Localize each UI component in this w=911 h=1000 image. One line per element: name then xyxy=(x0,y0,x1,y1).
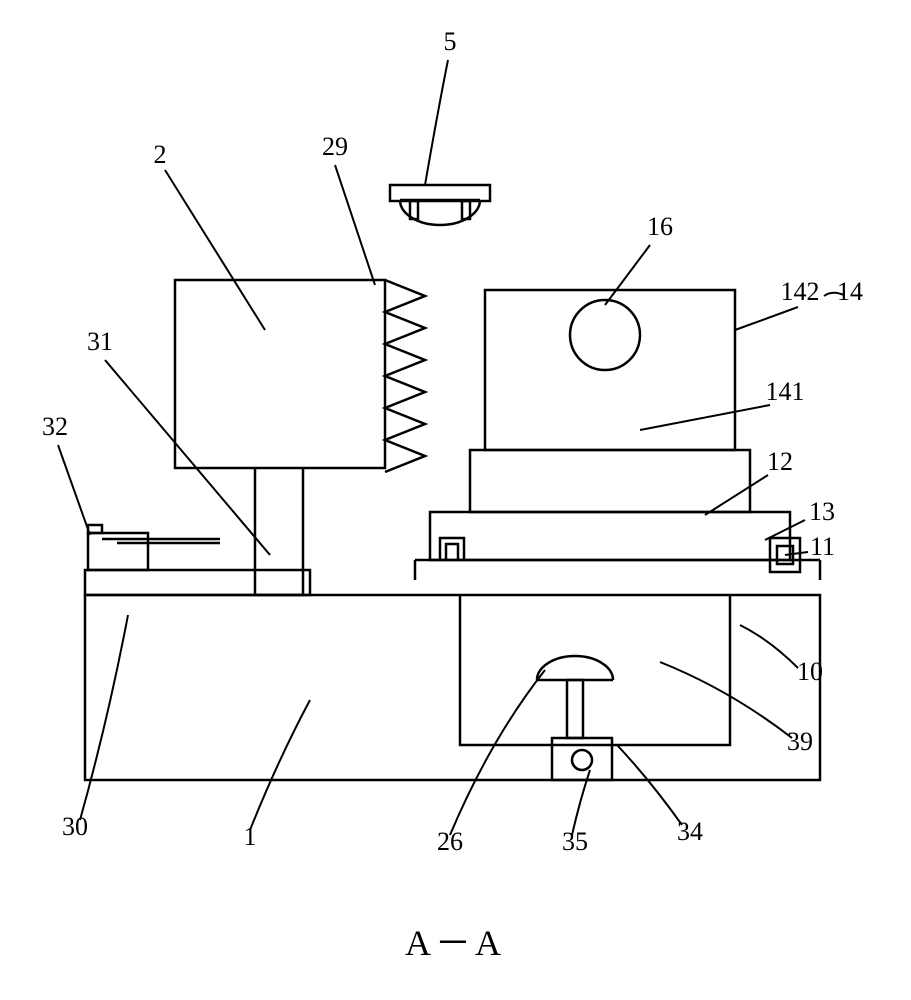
part-bracket-l-in xyxy=(446,544,458,560)
label-10: 10 xyxy=(797,657,823,686)
leader-3 xyxy=(605,245,650,305)
technical-drawing: 5 2 29 31 32 30 1 26 35 34 39 10 11 13 12 141 16 142 14 A－… xyxy=(0,0,911,1000)
part-31 xyxy=(255,468,303,595)
part-35-hole xyxy=(572,750,592,770)
leader-11 xyxy=(660,662,792,738)
section-label: A－A xyxy=(405,923,505,963)
part-track xyxy=(415,560,820,580)
leader-12 xyxy=(617,745,682,825)
part-bracket-l xyxy=(440,538,464,560)
label-16: 16 xyxy=(647,212,673,241)
label-30: 30 xyxy=(62,812,88,841)
label-13: 13 xyxy=(809,497,835,526)
part-141 xyxy=(470,450,750,512)
leader-17 xyxy=(105,360,270,555)
leader-2 xyxy=(335,165,375,285)
label-32: 32 xyxy=(42,412,68,441)
label-39: 39 xyxy=(787,727,813,756)
part-1 xyxy=(85,595,820,780)
leader-16 xyxy=(80,615,128,820)
label-11: 11 xyxy=(810,532,835,561)
label-14: 14 xyxy=(837,277,863,306)
part-26 xyxy=(567,680,583,738)
label-31: 31 xyxy=(87,327,113,356)
part-5-dome xyxy=(400,200,480,225)
part-32 xyxy=(88,525,102,533)
label-29: 29 xyxy=(322,132,348,161)
leader-18 xyxy=(58,445,90,535)
leader-15 xyxy=(250,700,310,830)
leader-9 xyxy=(785,552,808,555)
leader-1 xyxy=(165,170,265,330)
leader-7 xyxy=(705,475,768,515)
label-5: 5 xyxy=(444,27,457,56)
leader-10 xyxy=(740,625,798,668)
label-141: 141 xyxy=(766,377,805,406)
label-12: 12 xyxy=(767,447,793,476)
label-1: 1 xyxy=(244,822,257,851)
label-35: 35 xyxy=(562,827,588,856)
label-34: 34 xyxy=(677,817,703,846)
label-142: 142 xyxy=(781,277,820,306)
part-step xyxy=(85,570,310,595)
part-39 xyxy=(537,656,613,680)
part-12 xyxy=(430,512,790,560)
leader-14 xyxy=(450,670,545,835)
label-2: 2 xyxy=(154,140,167,169)
part-2 xyxy=(175,280,385,468)
leader-4 xyxy=(735,307,798,330)
label-26: 26 xyxy=(437,827,463,856)
part-16 xyxy=(570,300,640,370)
leader-0 xyxy=(425,60,448,185)
part-29 xyxy=(385,280,425,472)
part-10 xyxy=(460,595,730,745)
part-5-plate xyxy=(390,185,490,201)
leader-6 xyxy=(640,405,770,430)
